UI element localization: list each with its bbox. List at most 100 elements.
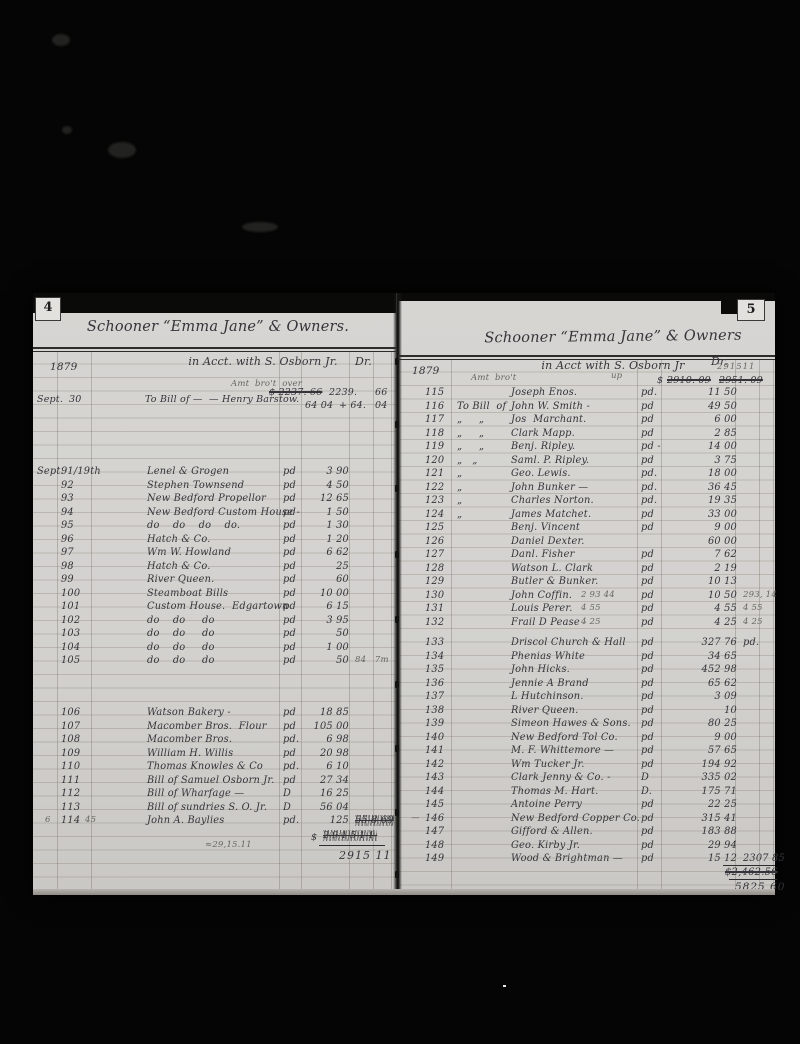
- ledger-row: 145 Antoine Perry pd 22 25: [33, 799, 775, 812]
- entry-n: 146: [425, 812, 445, 824]
- entry-n: 123: [425, 495, 445, 506]
- column-rule: [373, 351, 374, 895]
- sum-line: [723, 865, 775, 866]
- entry-name: Butler & Bunker.: [511, 576, 599, 587]
- entry-pd: pd: [641, 637, 654, 648]
- entry-pd: pd: [283, 747, 296, 759]
- entry-n: 92: [61, 479, 74, 491]
- ledger-row: 124 „ James Matchet. pd 33 00: [33, 509, 775, 522]
- entry-nn: 45: [85, 815, 97, 825]
- footer-total-left: 2915 11: [339, 849, 392, 862]
- entry-name: do do do: [147, 628, 215, 639]
- ledger-row: 120 „ „ Saml. P. Ripley. pd 3 75: [33, 455, 775, 468]
- entry-name: New Bedford Custom House -: [147, 506, 301, 518]
- entry-amt: 9 00: [714, 731, 737, 743]
- ledger-row: 136 Jennie A Brand pd 65 62: [33, 678, 775, 691]
- entry-pre: 4 55: [581, 603, 601, 613]
- entry-n: 129: [425, 576, 445, 587]
- ledger-row: 128 Watson L. Clark pd 2 19: [33, 563, 775, 576]
- entry-b: „: [457, 495, 463, 506]
- entry-pd: pd: [283, 601, 296, 612]
- entry-name: Gifford & Allen.: [511, 826, 593, 837]
- column-rule: [759, 359, 760, 895]
- entry-amt: 60 00: [707, 535, 737, 547]
- entry-post: 293, 14: [743, 589, 777, 600]
- entry-pd: D: [641, 772, 650, 783]
- footer-pencil-left: ≈29,15.11: [205, 840, 252, 850]
- entry-name: Macomber Bros.: [147, 734, 233, 745]
- entry-n: 131: [425, 603, 445, 614]
- page-bottom-edge: [33, 889, 775, 895]
- entry-post: 84 7m: [355, 655, 389, 665]
- entry-pd: pd: [641, 400, 654, 412]
- entry-pd: pd: [641, 616, 654, 628]
- entry-amt: 12 65: [319, 493, 349, 504]
- entry-n: 147: [425, 826, 445, 837]
- binding-stitch: [395, 681, 399, 688]
- ledger-row: 115 Joseph Enos. pd. 11 50: [33, 387, 775, 400]
- entry-name: Hatch & Co.: [147, 560, 211, 572]
- ledger-row: 143 Clark Jenny & Co. - D 335 02: [33, 772, 775, 785]
- entry-n: 97: [61, 547, 74, 558]
- year-right: 1879: [412, 365, 440, 377]
- entry-pd: pd: [641, 704, 654, 716]
- bf-line2-cents: 04: [375, 400, 388, 411]
- ledger-row: 93 New Bedford Propellor pd 12 65: [33, 493, 775, 506]
- entry-amt: 65 62: [707, 677, 737, 689]
- ledger-row: 129 Butler & Bunker. pd 10 13: [33, 576, 775, 589]
- ledger-row: 6 114 45 John A. Baylies pd. 125 55 8 69: [33, 815, 775, 828]
- entry-amt: 10: [724, 704, 737, 716]
- entry-b: „: [457, 468, 463, 479]
- entry-amt: 6 15: [326, 601, 349, 612]
- entry-b: „: [457, 481, 463, 493]
- entry-b: „ „: [457, 427, 485, 439]
- entry-amt: 18 00: [707, 468, 737, 479]
- ledger-row: 102 do do do pd 3 95: [33, 615, 775, 628]
- entry-n: 105: [61, 655, 81, 666]
- entry-name: do do do: [147, 655, 215, 666]
- ledger-row: 126 Daniel Dexter. 60 00: [33, 536, 775, 549]
- column-rule: [661, 359, 662, 895]
- page-corner-shadow: [721, 298, 737, 314]
- entry-amt: 29 94: [707, 839, 737, 851]
- entry-pd: pd: [283, 479, 296, 491]
- entry-amt: 10 50: [707, 589, 737, 601]
- entry-name: L Hutchinson.: [511, 691, 584, 702]
- ledger-row: 112 Bill of Wharfage — D 16 25: [33, 788, 775, 801]
- entry-n: 120: [425, 454, 445, 466]
- ledger-row: 130 John Coffin. 2 93 44 pd 10 50 293, 14: [33, 589, 777, 603]
- entry-n: 119: [425, 441, 445, 452]
- entry-n: 115: [425, 387, 445, 398]
- entry-amt: 19 35: [707, 495, 737, 506]
- ledger-row: 94 New Bedford Custom House - pd 1 50: [33, 507, 775, 520]
- entry-name: Clark Jenny & Co. -: [511, 772, 611, 783]
- entry-amt: 4 50: [326, 479, 349, 491]
- entry-d: Sept.: [37, 466, 64, 477]
- ledger-row: 101 Custom House. Edgartown pd 6 15: [33, 601, 775, 614]
- entry-amt: 4 25: [714, 616, 737, 628]
- ledger-row: 119 „ „ Benj. Ripley. pd - 14 00: [33, 441, 775, 454]
- entry-pre: 4 25: [581, 616, 601, 627]
- entry-amt: 14 00: [707, 441, 737, 452]
- ledger-title-left: Schooner “Emma Jane” & Owners.: [86, 319, 350, 335]
- column-rule: [91, 351, 92, 895]
- entry-amt: 6 00: [714, 414, 737, 425]
- ledger-row: 110 Thomas Knowles & Co pd. 6 10: [33, 761, 775, 774]
- binding-stitch: [395, 809, 399, 816]
- entry-amt: 6 10: [326, 761, 349, 772]
- entry-n: 132: [425, 616, 445, 628]
- entry-pd: pd.: [641, 468, 658, 479]
- bf-month: Sept.: [37, 394, 64, 405]
- entry-post: pd.: [743, 637, 760, 648]
- bf-amount-struck: $ 2237. 66: [269, 387, 323, 398]
- entry-name: Watson L. Clark: [511, 562, 594, 574]
- header-rule: [398, 355, 775, 357]
- entry-pd: pd: [283, 547, 296, 558]
- entry-n: 99: [61, 574, 74, 585]
- entry-name: do do do do.: [147, 520, 241, 531]
- entry-amt: 6 62: [326, 547, 349, 558]
- ledger-row: 100 Steamboat Bills pd 10 00: [33, 588, 775, 601]
- entry-name: Macomber Bros. Flour: [147, 720, 267, 732]
- column-rule: [637, 359, 638, 895]
- entry-name: Hatch & Co.: [147, 533, 211, 545]
